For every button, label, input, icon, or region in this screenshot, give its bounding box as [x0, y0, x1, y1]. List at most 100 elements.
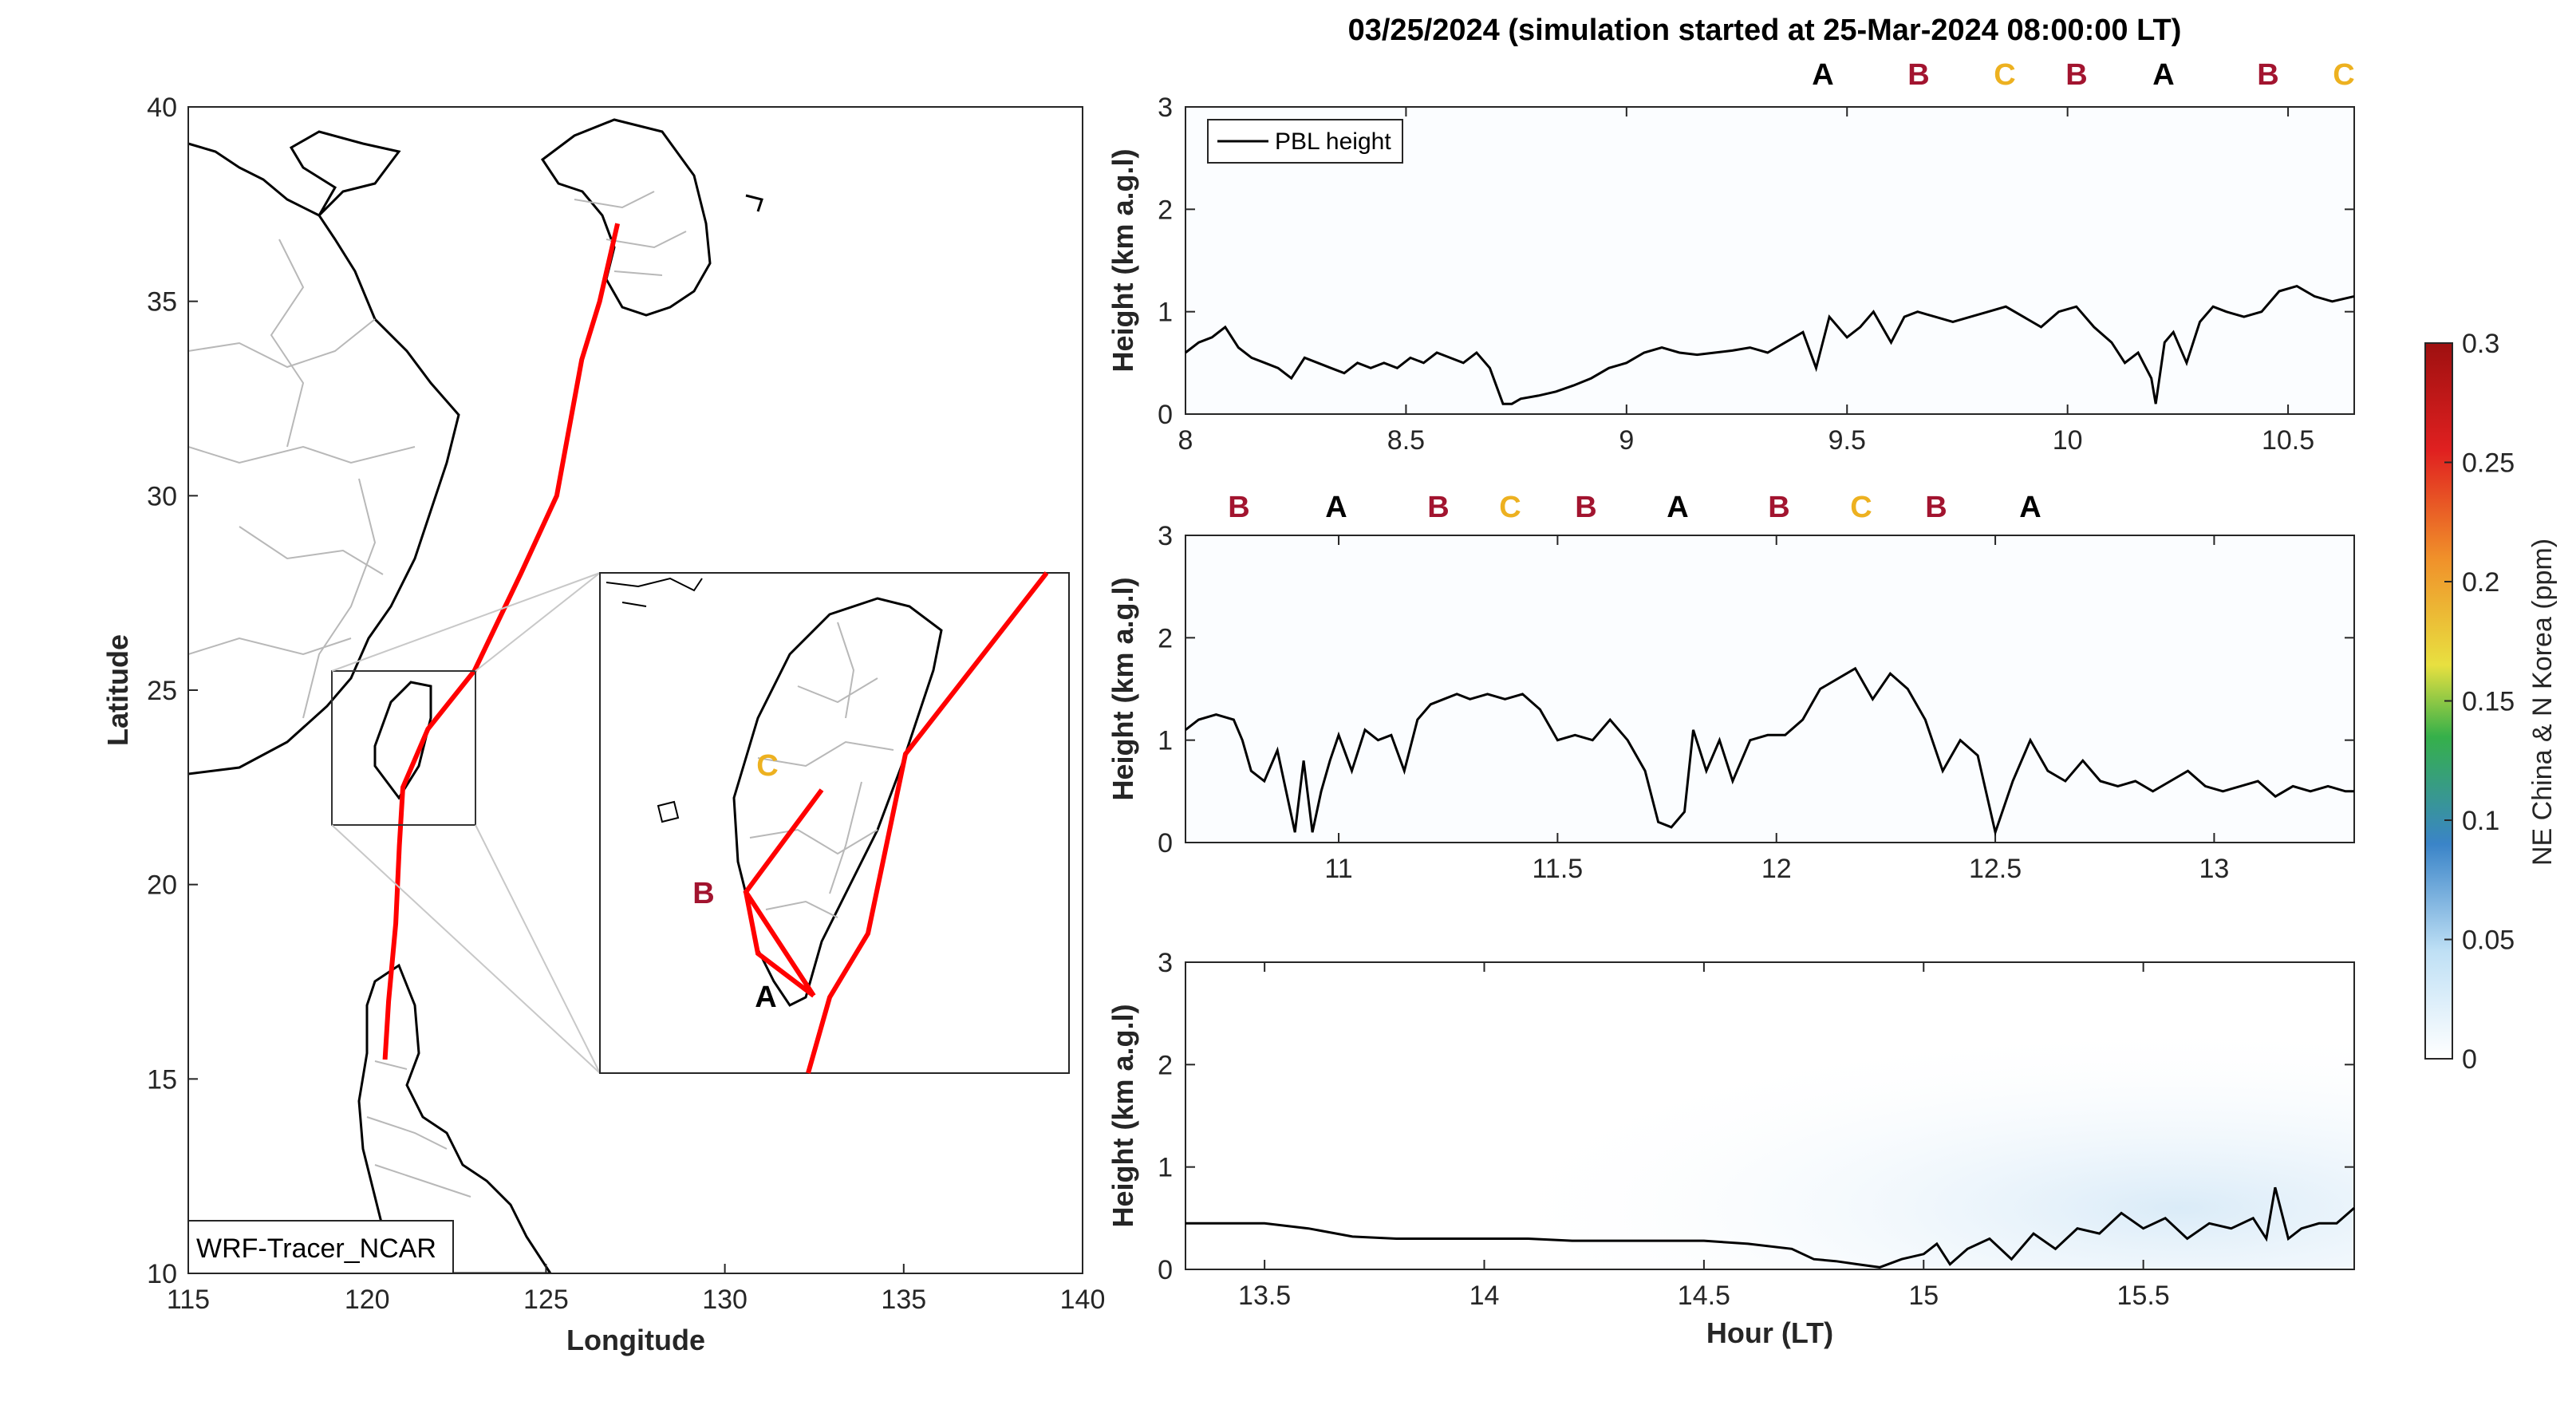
x-tick-label: 15	[1908, 1281, 1939, 1311]
location-marker-b: B	[1925, 491, 1947, 524]
map-ylabel: Latitude	[101, 634, 134, 746]
map-y-tick-label: 20	[147, 870, 177, 901]
location-marker-c: C	[1850, 491, 1872, 524]
panel-axes	[1185, 106, 2355, 415]
inset-label-b: B	[692, 877, 714, 910]
island	[657, 800, 680, 823]
y-tick-label: 2	[1158, 1050, 1173, 1080]
x-tick-label: 12.5	[1969, 854, 2022, 884]
x-tick-label: 8	[1178, 425, 1193, 456]
location-marker-b: B	[1575, 491, 1596, 524]
map-y-ticks: 10 15 20 25 30 35 40	[147, 93, 198, 1289]
panel-ylabel: Height (km a.g.l)	[1107, 148, 1139, 372]
x-tick-label: 8.5	[1387, 425, 1425, 456]
x-tick-label: 9.5	[1828, 425, 1866, 456]
connector-line	[331, 572, 601, 672]
panel-ylabel: Height (km a.g.l)	[1107, 577, 1139, 800]
pbl-height-line	[1185, 284, 2355, 405]
map-y-tick-label: 25	[147, 676, 177, 706]
y-tick-label: 0	[1158, 828, 1173, 858]
map-x-tick-label: 120	[345, 1285, 390, 1315]
x-tick-label: 10.5	[2262, 425, 2314, 456]
x-tick-label: 11.5	[1533, 854, 1584, 884]
location-marker-c: C	[1994, 58, 2015, 92]
x-tick-label: 13.5	[1238, 1281, 1291, 1311]
y-tick-label: 2	[1158, 623, 1173, 653]
location-marker-a: A	[1325, 491, 1347, 524]
inset-label-c: C	[756, 749, 778, 783]
x-tick-label: 9	[1619, 425, 1634, 456]
colorbar-tick-label: 0.05	[2462, 926, 2515, 956]
colorbar-tick-label: 0.3	[2462, 329, 2499, 359]
map-x-tick-label: 115	[167, 1285, 210, 1315]
location-marker-b: B	[2257, 58, 2278, 92]
location-marker-a: A	[1667, 491, 1688, 524]
colorbar: 0 0.05 0.1 0.15 0.2 0.25 0.3 NE China & N Kore…	[2424, 329, 2558, 1075]
colorbar-tick-label: 0.1	[2462, 806, 2499, 836]
location-marker-b: B	[1427, 491, 1449, 524]
y-tick-label: 1	[1158, 1153, 1173, 1183]
map-x-tick-label: 125	[523, 1285, 569, 1315]
location-marker-b: B	[1228, 491, 1249, 524]
y-tick-label: 1	[1158, 726, 1173, 756]
y-tick-label: 3	[1158, 93, 1173, 123]
source-label-box	[187, 1220, 454, 1274]
connector-line	[475, 572, 601, 672]
colorbar-ticks: 0 0.05 0.1 0.15 0.2 0.25 0.3	[2444, 329, 2515, 1075]
x-tick-label: 12	[1761, 854, 1792, 884]
map-y-tick-label: 30	[147, 481, 177, 511]
colorbar-tick-label: 0.25	[2462, 448, 2515, 479]
trajectory-line	[382, 223, 621, 1060]
coastline-layer	[188, 118, 763, 1273]
x-tick-label: 14.5	[1678, 1281, 1730, 1311]
x-tick-label: 14	[1469, 1281, 1500, 1311]
inset-trajectory	[743, 571, 1049, 1074]
pbl-height-line	[1185, 1186, 2355, 1269]
colorbar-label: NE China & N Korea (ppm)	[2527, 539, 2558, 866]
map-y-tick-label: 35	[147, 287, 177, 318]
y-tick-label: 3	[1158, 521, 1173, 551]
location-marker-b: B	[1768, 491, 1789, 524]
x-tick-label: 15.5	[2117, 1281, 2170, 1311]
map-y-tick-label: 15	[147, 1064, 177, 1095]
map-x-tick-label: 135	[881, 1285, 926, 1315]
y-tick-label: 1	[1158, 298, 1173, 328]
inset-label-a: A	[755, 981, 776, 1014]
panel-xlabel: Hour (LT)	[1706, 1316, 1833, 1349]
y-tick-label: 2	[1158, 195, 1173, 225]
map-y-tick-label: 10	[147, 1259, 177, 1289]
legend-label: PBL height	[1275, 128, 1391, 155]
pbl-panel-1: 8 8.5 9 9.5 10 10.5 0 1 2 3 Height (km a.g.l) A B C B A…	[1107, 58, 2355, 456]
panel-ylabel: Height (km a.g.l)	[1107, 1004, 1139, 1227]
connector-line	[475, 824, 601, 1074]
inset-map: C B A	[599, 571, 1070, 1074]
location-marker-a: A	[2152, 58, 2174, 92]
county-borders	[749, 622, 894, 918]
figure-title: 03/25/2024 (simulation started at 25-Mar…	[1348, 14, 2182, 47]
pbl-panel-3: 13.5 14 14.5 15 15.5 0 1 2 3 Height (km a.g.l) Hou…	[1107, 948, 2355, 1349]
location-marker-b: B	[1907, 58, 1929, 92]
y-tick-label: 0	[1158, 1255, 1173, 1285]
map-xlabel: Longitude	[566, 1324, 705, 1356]
map-x-tick-label: 140	[1060, 1285, 1106, 1315]
x-tick-label: 11	[1324, 854, 1352, 884]
zoom-box	[331, 670, 476, 826]
map-x-ticks: 115 120 125 130 135 140	[167, 1264, 1105, 1315]
y-tick-label: 0	[1158, 400, 1173, 430]
colorbar-tick-label: 0	[2462, 1044, 2477, 1075]
y-tick-label: 3	[1158, 948, 1173, 978]
map-y-tick-label: 40	[147, 93, 177, 123]
location-marker-a: A	[2019, 491, 2041, 524]
inset-coast-fragment	[606, 577, 703, 607]
location-marker-b: B	[2065, 58, 2087, 92]
source-label: WRF-Tracer_NCAR	[196, 1233, 436, 1264]
panel-axes	[1185, 535, 2355, 843]
colorbar-tick-label: 0.15	[2462, 687, 2515, 717]
legend: PBL height	[1207, 119, 1403, 164]
map-x-tick-label: 130	[702, 1285, 748, 1315]
connector-line	[331, 824, 601, 1074]
location-marker-c: C	[1499, 491, 1521, 524]
